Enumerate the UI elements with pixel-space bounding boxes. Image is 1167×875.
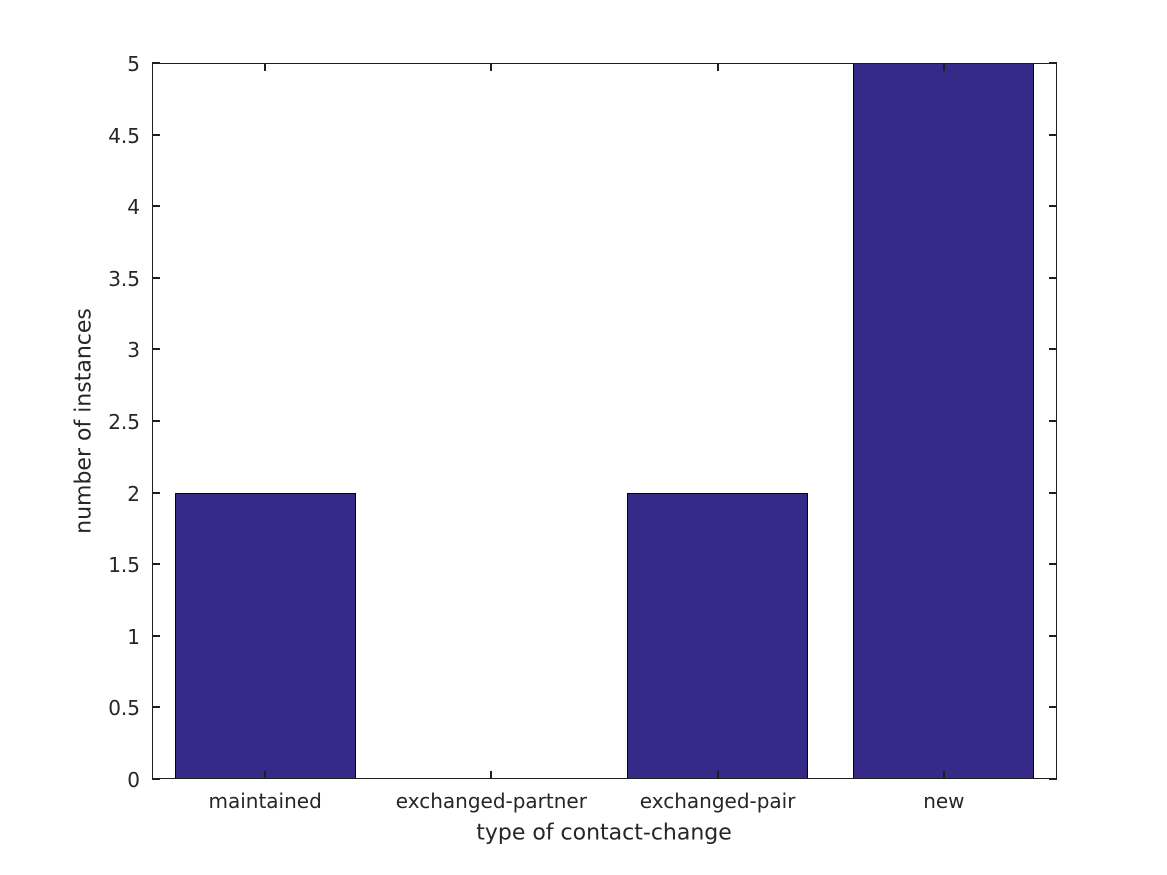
y-tick-right	[1049, 276, 1057, 279]
y-tick-right	[1049, 634, 1057, 637]
y-tick-right	[1049, 491, 1057, 494]
y-tick-label-1.5: 1.5	[108, 553, 140, 578]
y-tick-label-3.5: 3.5	[108, 266, 140, 291]
y-tick-left	[152, 491, 160, 494]
y-tick-label-4.5: 4.5	[108, 123, 140, 148]
y-tick-right	[1049, 205, 1057, 208]
y-tick-label-0: 0	[127, 768, 140, 792]
x-tick-bottom	[942, 771, 945, 779]
x-tick-top	[490, 63, 493, 71]
x-tick-label-exchanged-pair: exchanged-pair	[639, 789, 796, 813]
x-tick-bottom	[716, 771, 719, 779]
y-tick-left	[152, 348, 160, 351]
y-tick-left	[152, 133, 160, 136]
y-tick-label-5: 5	[127, 52, 140, 76]
y-tick-right	[1049, 706, 1057, 709]
x-tick-top	[716, 63, 719, 71]
y-tick-label-2.5: 2.5	[108, 410, 140, 434]
x-tick-label-maintained: maintained	[208, 789, 322, 813]
y-tick-left	[152, 778, 160, 780]
y-tick-left	[152, 62, 160, 64]
y-tick-right	[1049, 778, 1057, 780]
y-tick-left	[152, 205, 160, 208]
y-tick-label-2: 2	[127, 481, 140, 506]
x-tick-bottom	[490, 771, 493, 779]
x-tick-label-exchanged-partner: exchanged-partner	[395, 789, 587, 813]
y-tick-label-3: 3	[127, 338, 140, 363]
y-tick-right	[1049, 420, 1057, 422]
y-tick-label-0.5: 0.5	[108, 696, 140, 721]
y-tick-right	[1049, 133, 1057, 136]
x-tick-top	[942, 63, 945, 71]
y-tick-left	[152, 420, 160, 422]
y-tick-label-4: 4	[127, 195, 140, 220]
bar-exchanged-pair	[627, 492, 809, 779]
y-tick-left	[152, 634, 160, 637]
bar-maintained	[174, 492, 356, 779]
y-tick-label-1: 1	[127, 624, 140, 649]
x-tick-top	[264, 63, 267, 71]
x-tick-bottom	[264, 771, 267, 779]
x-tick-label-new: new	[923, 789, 965, 813]
y-tick-right	[1049, 563, 1057, 566]
y-axis-label: number of instances	[71, 308, 97, 534]
y-tick-left	[152, 563, 160, 566]
y-tick-left	[152, 706, 160, 709]
plot-area	[152, 62, 1057, 780]
y-tick-right	[1049, 62, 1057, 64]
bar-new	[853, 63, 1035, 779]
y-tick-right	[1049, 348, 1057, 351]
x-axis-label: type of contact-change	[476, 820, 732, 846]
y-tick-left	[152, 276, 160, 279]
